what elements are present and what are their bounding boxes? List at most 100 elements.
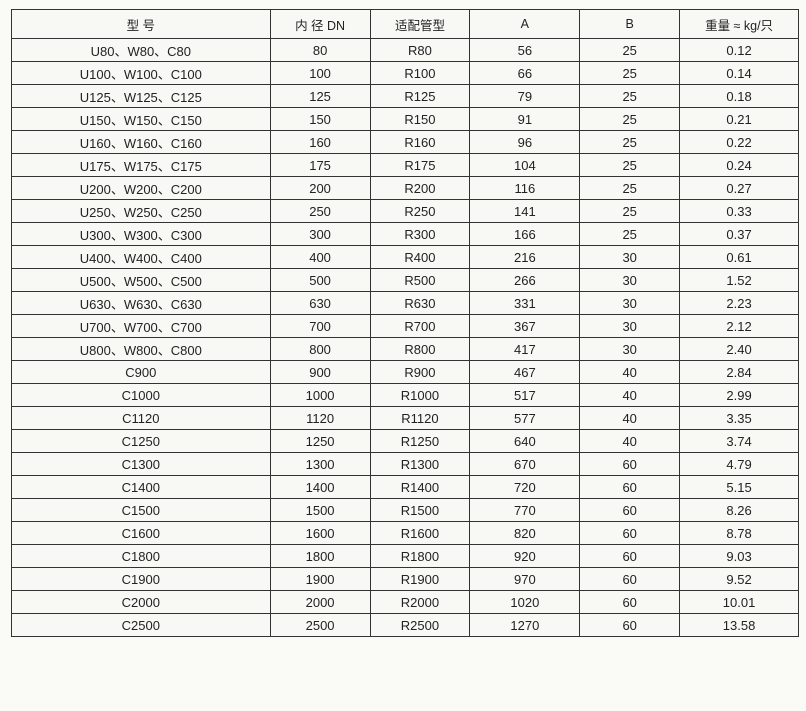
- cell-inner-diameter: 300: [269, 222, 371, 246]
- cell-model: C900: [11, 360, 271, 384]
- cell-b: 25: [579, 130, 681, 154]
- cell-a: 517: [469, 383, 581, 407]
- cell-a: 266: [469, 268, 581, 292]
- table-row: C1250 1250 R1250 640 40 3.74: [11, 429, 799, 453]
- cell-pipe-type: R2500: [369, 613, 471, 637]
- cell-b: 60: [579, 613, 681, 637]
- cell-inner-diameter: 1600: [269, 521, 371, 545]
- table-row: C900 900 R900 467 40 2.84: [11, 360, 799, 384]
- cell-weight: 0.61: [679, 245, 799, 269]
- cell-inner-diameter: 175: [269, 153, 371, 177]
- table-row: C1800 1800 R1800 920 60 9.03: [11, 544, 799, 568]
- cell-b: 40: [579, 383, 681, 407]
- cell-a: 79: [469, 84, 581, 108]
- cell-pipe-type: R1400: [369, 475, 471, 499]
- cell-b: 25: [579, 176, 681, 200]
- cell-pipe-type: R400: [369, 245, 471, 269]
- cell-a: 331: [469, 291, 581, 315]
- cell-weight: 0.37: [679, 222, 799, 246]
- cell-inner-diameter: 900: [269, 360, 371, 384]
- cell-a: 166: [469, 222, 581, 246]
- cell-b: 30: [579, 337, 681, 361]
- cell-weight: 5.15: [679, 475, 799, 499]
- cell-model: C1300: [11, 452, 271, 476]
- cell-a: 720: [469, 475, 581, 499]
- cell-a: 770: [469, 498, 581, 522]
- table-row: U160、W160、C160 160 R160 96 25 0.22: [11, 130, 799, 154]
- cell-pipe-type: R150: [369, 107, 471, 131]
- table-row: C1900 1900 R1900 970 60 9.52: [11, 567, 799, 591]
- header-inner-diameter: 内 径 DN: [269, 9, 371, 39]
- cell-weight: 2.23: [679, 291, 799, 315]
- header-model: 型 号: [11, 9, 271, 39]
- cell-inner-diameter: 1250: [269, 429, 371, 453]
- cell-a: 577: [469, 406, 581, 430]
- cell-weight: 0.24: [679, 153, 799, 177]
- cell-pipe-type: R200: [369, 176, 471, 200]
- cell-weight: 8.78: [679, 521, 799, 545]
- cell-pipe-type: R1250: [369, 429, 471, 453]
- cell-model: C2500: [11, 613, 271, 637]
- cell-pipe-type: R1500: [369, 498, 471, 522]
- cell-pipe-type: R2000: [369, 590, 471, 614]
- cell-weight: 1.52: [679, 268, 799, 292]
- cell-b: 60: [579, 452, 681, 476]
- cell-model: C1600: [11, 521, 271, 545]
- cell-inner-diameter: 1000: [269, 383, 371, 407]
- cell-weight: 4.79: [679, 452, 799, 476]
- table-row: U630、W630、C630 630 R630 331 30 2.23: [11, 291, 799, 315]
- table-row: U800、W800、C800 800 R800 417 30 2.40: [11, 337, 799, 361]
- header-weight: 重量 ≈ kg/只: [679, 9, 799, 39]
- cell-a: 640: [469, 429, 581, 453]
- cell-a: 1020: [469, 590, 581, 614]
- cell-b: 30: [579, 291, 681, 315]
- table-row: U700、W700、C700 700 R700 367 30 2.12: [11, 314, 799, 338]
- cell-pipe-type: R1000: [369, 383, 471, 407]
- cell-weight: 3.74: [679, 429, 799, 453]
- table-row: C1120 1120 R1120 577 40 3.35: [11, 406, 799, 430]
- cell-inner-diameter: 400: [269, 245, 371, 269]
- cell-model: U250、W250、C250: [11, 199, 271, 223]
- table-row: C2000 2000 R2000 1020 60 10.01: [11, 590, 799, 614]
- cell-inner-diameter: 1800: [269, 544, 371, 568]
- table-row: C1000 1000 R1000 517 40 2.99: [11, 383, 799, 407]
- cell-weight: 2.12: [679, 314, 799, 338]
- table-row: U125、W125、C125 125 R125 79 25 0.18: [11, 84, 799, 108]
- cell-pipe-type: R300: [369, 222, 471, 246]
- cell-model: C1250: [11, 429, 271, 453]
- table-row: C1500 1500 R1500 770 60 8.26: [11, 498, 799, 522]
- cell-weight: 0.18: [679, 84, 799, 108]
- cell-inner-diameter: 150: [269, 107, 371, 131]
- cell-b: 60: [579, 475, 681, 499]
- cell-inner-diameter: 160: [269, 130, 371, 154]
- cell-weight: 2.84: [679, 360, 799, 384]
- cell-b: 60: [579, 567, 681, 591]
- cell-a: 920: [469, 544, 581, 568]
- specification-table: 型 号 内 径 DN 适配管型 A B 重量 ≈ kg/只 U80、W80、C8…: [11, 9, 799, 637]
- cell-pipe-type: R900: [369, 360, 471, 384]
- cell-weight: 0.14: [679, 61, 799, 85]
- cell-pipe-type: R500: [369, 268, 471, 292]
- table-row: U80、W80、C80 80 R80 56 25 0.12: [11, 38, 799, 62]
- cell-weight: 0.22: [679, 130, 799, 154]
- table-row: U100、W100、C100 100 R100 66 25 0.14: [11, 61, 799, 85]
- cell-pipe-type: R175: [369, 153, 471, 177]
- header-pipe-type: 适配管型: [369, 9, 471, 39]
- cell-inner-diameter: 700: [269, 314, 371, 338]
- cell-a: 91: [469, 107, 581, 131]
- cell-inner-diameter: 1400: [269, 475, 371, 499]
- cell-inner-diameter: 1300: [269, 452, 371, 476]
- cell-a: 1270: [469, 613, 581, 637]
- cell-a: 56: [469, 38, 581, 62]
- cell-b: 30: [579, 314, 681, 338]
- cell-b: 25: [579, 153, 681, 177]
- cell-weight: 9.03: [679, 544, 799, 568]
- table-row: C2500 2500 R2500 1270 60 13.58: [11, 613, 799, 637]
- table-row: U250、W250、C250 250 R250 141 25 0.33: [11, 199, 799, 223]
- cell-pipe-type: R800: [369, 337, 471, 361]
- cell-weight: 10.01: [679, 590, 799, 614]
- cell-a: 820: [469, 521, 581, 545]
- cell-weight: 0.33: [679, 199, 799, 223]
- table-row: U200、W200、C200 200 R200 116 25 0.27: [11, 176, 799, 200]
- cell-model: U630、W630、C630: [11, 291, 271, 315]
